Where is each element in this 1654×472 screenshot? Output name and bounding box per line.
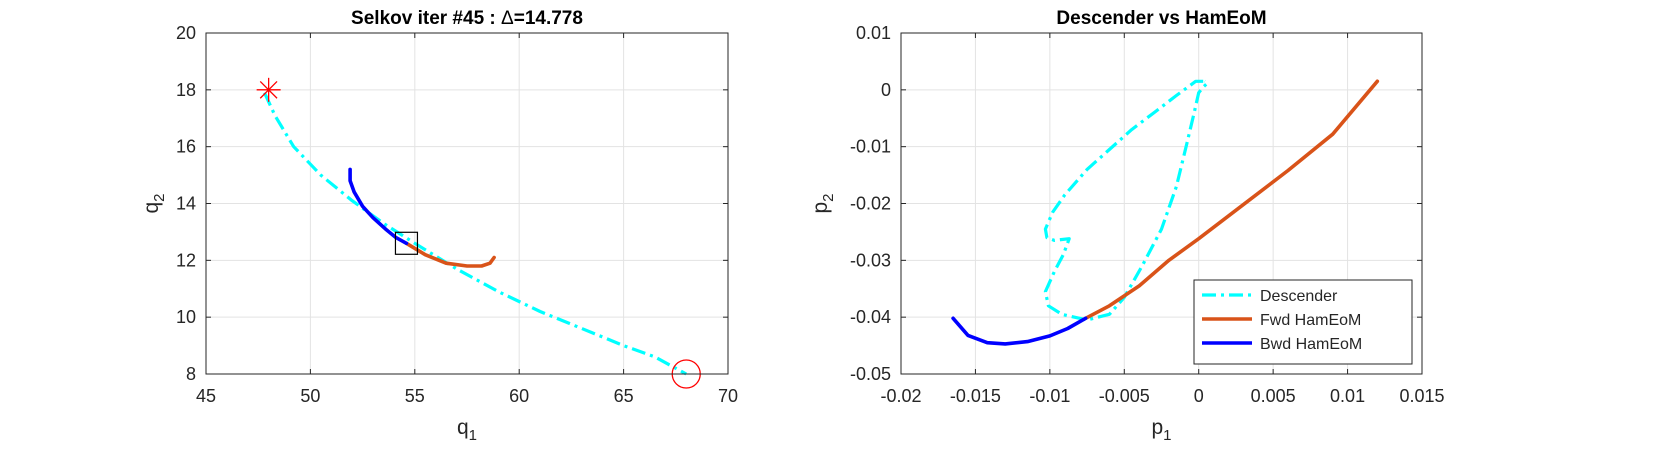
y-tick-label: -0.02 — [850, 194, 891, 214]
x-tick-label: -0.01 — [1029, 386, 1070, 406]
legend-label: Bwd HamEoM — [1260, 336, 1362, 353]
y-axis-label: p2 — [809, 193, 837, 213]
x-tick-label: 45 — [196, 386, 216, 406]
x-tick-label: -0.015 — [950, 386, 1001, 406]
x-tick-label: 0.015 — [1399, 386, 1444, 406]
x-axis-label-main: p — [1151, 416, 1163, 439]
y-tick-label: 18 — [176, 80, 196, 100]
series-line-1 — [1043, 79, 1210, 322]
series-line-2 — [404, 241, 496, 268]
x-axis-label-subscript: 1 — [1163, 427, 1171, 444]
x-tick-label: 60 — [509, 386, 529, 406]
x-axis-label: p1 — [1151, 416, 1171, 444]
y-tick-label: 16 — [176, 137, 196, 157]
x-tick-label: 0.01 — [1330, 386, 1365, 406]
legend-label: Descender — [1260, 288, 1338, 305]
legend-label: Fwd HamEoM — [1260, 312, 1361, 329]
chart-2: -0.02 -0.015 -0.01 -0.005 0 0.005 0.01 0.015 -0.… — [809, 8, 1445, 444]
x-axis-label-subscript: 1 — [469, 427, 477, 444]
x-tick-label: 70 — [718, 386, 738, 406]
y-tick-label: -0.03 — [850, 250, 891, 270]
asterisk-stroke — [259, 80, 278, 99]
y-tick-label: 0 — [881, 80, 891, 100]
x-tick-label: -0.005 — [1099, 386, 1150, 406]
series-line-2 — [1083, 79, 1380, 321]
y-tick-label: 14 — [176, 194, 196, 214]
chart-title: Descender vs HamEoM — [1056, 8, 1266, 29]
x-tick-label: -0.02 — [880, 386, 921, 406]
y-tick-label: 12 — [176, 250, 196, 270]
y-tick-label: 10 — [176, 307, 196, 327]
y-axis-label-main: q — [140, 202, 163, 214]
x-tick-label: 0.005 — [1251, 386, 1296, 406]
y-axis-label: q2 — [140, 193, 168, 213]
y-tick-label: -0.05 — [850, 364, 891, 384]
current-marker-square — [394, 231, 419, 255]
y-tick-label: 8 — [186, 364, 196, 384]
chart-title-delta-symbol: Δ — [501, 8, 514, 29]
x-tick-label: 55 — [405, 386, 425, 406]
series-line-3 — [951, 316, 1088, 346]
chart-title: Selkov iter #45 : Δ=14.778 — [351, 8, 583, 29]
chart-title-prefix: Selkov iter #45 : — [351, 8, 501, 29]
chart-title-value: =14.778 — [514, 8, 583, 29]
x-tick-label: 65 — [614, 386, 634, 406]
x-tick-label: 0 — [1194, 386, 1204, 406]
y-tick-label: -0.04 — [850, 307, 891, 327]
y-tick-label: -0.01 — [850, 137, 891, 157]
y-axis-label-subscript: 2 — [151, 193, 168, 201]
series-line-3 — [348, 167, 409, 246]
y-tick-label: 20 — [176, 23, 196, 43]
x-axis-label-main: q — [457, 416, 469, 439]
y-axis-label-main: p — [809, 202, 832, 214]
series-line-1 — [263, 92, 687, 376]
y-tick-label: 0.01 — [856, 23, 891, 43]
legend: Descender Fwd HamEoM Bwd HamEoM — [1193, 279, 1413, 365]
x-axis-label: q1 — [457, 416, 477, 444]
y-axis-label-subscript: 2 — [820, 193, 837, 201]
x-tick-label: 50 — [300, 386, 320, 406]
start-marker-asterisk — [256, 77, 281, 102]
